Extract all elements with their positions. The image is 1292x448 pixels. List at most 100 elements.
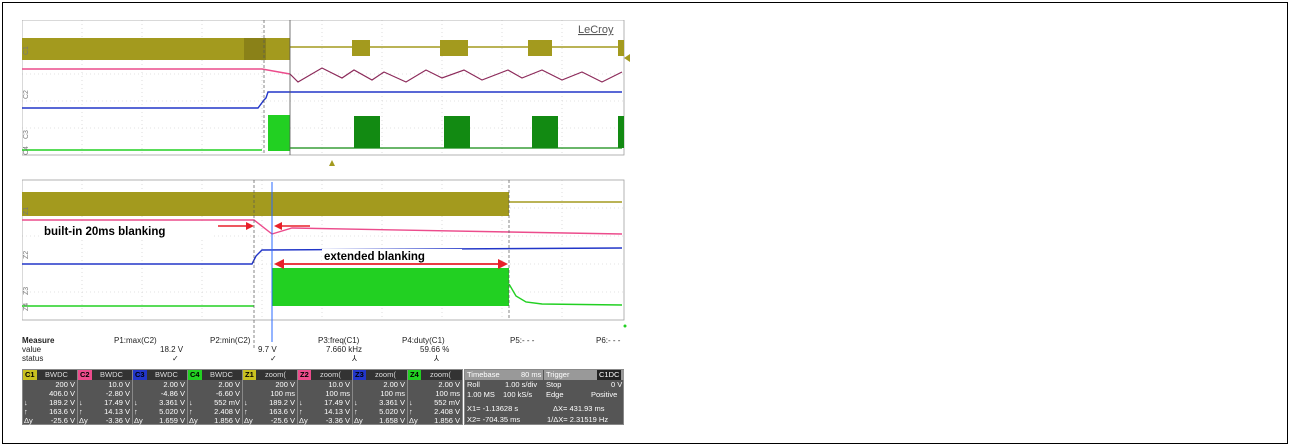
timebase-rate: 100 kS/s xyxy=(503,390,533,399)
channel-tag: Z4 xyxy=(408,370,421,380)
channel-row-prefix: Δy xyxy=(134,416,143,425)
status-ok-icon-1: ✓ xyxy=(172,354,179,363)
measure-col-3[interactable]: P3:freq(C1) xyxy=(318,336,360,345)
channel-row-value: -6.60 V xyxy=(215,389,240,398)
channel-tag: Z2 xyxy=(298,370,311,380)
channel-row-value: 163.6 V xyxy=(269,407,295,416)
channel-tag: C4 xyxy=(188,370,202,380)
channel-row-value: -2.80 V xyxy=(105,389,130,398)
measure-label: Measure xyxy=(22,336,55,345)
trigger-type: Edge xyxy=(546,390,564,399)
channel-row-value: 2.408 V xyxy=(434,407,460,416)
channel-box-c3[interactable]: C3 BWDC 2.00 V -4.86 V ↓ 3.361 V ↑ 5.020 V Δy 1.6… xyxy=(132,369,188,425)
channel-row-value: 14.13 V xyxy=(104,407,130,416)
channel-row-value: 2.00 V xyxy=(383,380,405,389)
measure-status-row: status ✓ ✓ ⅄ ⅄ xyxy=(22,354,630,364)
channel-row-value: 1.658 V xyxy=(379,416,405,425)
channel-row-value: 1.856 V xyxy=(214,416,240,425)
channel-badge: BWDC xyxy=(45,370,68,379)
channel-box-c1[interactable]: C1 BWDC 200 V 406.0 V ↓ 189.2 V ↑ 163.6 V Δy -25.… xyxy=(22,369,78,425)
timebase-title[interactable]: Timebase xyxy=(465,370,543,380)
extended-blanking-label: extended blanking xyxy=(324,251,425,263)
channel-row-prefix: ↑ xyxy=(244,407,248,416)
value-label: value xyxy=(22,345,42,354)
trigger-title[interactable]: Trigger xyxy=(544,370,624,380)
channel-row-value: 552 mV xyxy=(214,398,240,407)
channel-row-prefix: Δy xyxy=(244,416,253,425)
channel-row-value: 3.361 V xyxy=(159,398,185,407)
channel-box-header: Z2 zoom( xyxy=(298,370,352,380)
channel-box-c4[interactable]: C4 BWDC 2.00 V -6.60 V ↓ 552 mV ↑ 2.408 V Δy 1.85… xyxy=(187,369,243,425)
top-grid-border xyxy=(22,20,625,156)
channel-row-value: 2.00 V xyxy=(218,380,240,389)
channel-box-z2[interactable]: Z2 zoom(10.0 V 100 ms ↓ 17.49 V ↑ 14.13 V Δy -3.… xyxy=(297,369,353,425)
channel-row-value: -4.86 V xyxy=(160,389,185,398)
cursor-x2-readout: X2= -704.35 ms xyxy=(467,415,521,424)
timebase-trigger-panel[interactable]: Timebase 80 ms Roll 1.00 s/div 1.00 MS 1… xyxy=(464,369,624,425)
channel-row-prefix: ↓ xyxy=(24,398,28,407)
channel-row-prefix: ↑ xyxy=(134,407,138,416)
trace-z4 xyxy=(22,268,623,307)
channel-row-prefix: ↑ xyxy=(79,407,83,416)
channel-box-z4[interactable]: Z4 zoom(2.00 V 100 ms ↓ 552 mV ↑ 2.408 V Δy 1.85… xyxy=(407,369,463,425)
channel-tag: C2 xyxy=(78,370,92,380)
channel-row-prefix: Δy xyxy=(24,416,33,425)
top-trace-labels: C1 C2 C3 C4 xyxy=(23,46,30,155)
trace-label-z1: Z1 xyxy=(23,207,30,215)
channel-row-value: 17.49 V xyxy=(324,398,350,407)
channel-badge: BWDC xyxy=(210,370,233,379)
extended-blanking-annotation: extended blanking xyxy=(274,249,508,269)
channel-row-value: 100 ms xyxy=(325,389,350,398)
builtin-blanking-annotation: built-in 20ms blanking xyxy=(40,222,310,239)
channel-row-value: 5.020 V xyxy=(379,407,405,416)
channel-row-prefix: ↑ xyxy=(24,407,28,416)
channel-row-value: 2.408 V xyxy=(214,407,240,416)
channel-box-header: Z4 zoom( xyxy=(408,370,462,380)
trace-c3-top xyxy=(22,91,622,109)
channel-tag: Z1 xyxy=(243,370,256,380)
channel-row-value: 406.0 V xyxy=(49,389,75,398)
channel-badge: zoom( xyxy=(430,370,451,379)
measure-value-3: 7.660 kHz xyxy=(326,345,363,354)
trace-label-c1: C1 xyxy=(23,46,30,55)
channel-box-z3[interactable]: Z3 zoom(2.00 V 100 ms ↓ 3.361 V ↑ 5.020 V Δy 1.6… xyxy=(352,369,408,425)
channel-row-value: -25.6 V xyxy=(270,416,295,425)
measure-col-6[interactable]: P6:- - - xyxy=(596,336,621,345)
measure-value-1: 18.2 V xyxy=(160,345,184,354)
channel-box-header: Z1 zoom( xyxy=(243,370,297,380)
channel-row-prefix: ↑ xyxy=(299,407,303,416)
channel-row-value: 2.00 V xyxy=(438,380,460,389)
measure-col-2[interactable]: P2:min(C2) xyxy=(210,336,251,345)
measure-col-4[interactable]: P4:duty(C1) xyxy=(402,336,445,345)
channel-row-value: 100 ms xyxy=(270,389,295,398)
channel-box-z1[interactable]: Z1 zoom(200 V 100 ms ↓ 189.2 V ↑ 163.6 V Δy -25.… xyxy=(242,369,298,425)
channel-row-value: 189.2 V xyxy=(269,398,295,407)
channel-box-header: C4 BWDC xyxy=(188,370,242,380)
channel-row-value: 189.2 V xyxy=(49,398,75,407)
channel-box-header: Z3 zoom( xyxy=(353,370,407,380)
measure-col-5[interactable]: P5:- - - xyxy=(510,336,535,345)
channel-row-prefix: ↓ xyxy=(244,398,248,407)
measure-col-1[interactable]: P1:max(C2) xyxy=(114,336,157,345)
timebase-sdiv: 1.00 s/div xyxy=(505,380,538,389)
builtin-blanking-label: built-in 20ms blanking xyxy=(44,226,165,238)
channel-row-value: 1.659 V xyxy=(159,416,185,425)
zoom-trace-labels: Z1 Z2 Z3 Z4 xyxy=(23,207,30,311)
trigger-marker-right xyxy=(624,54,630,62)
channel-row-value: 200 V xyxy=(55,380,75,389)
channel-row-value: -3.36 V xyxy=(325,416,350,425)
trace-label-c2: C2 xyxy=(23,90,30,99)
channel-row-prefix: ↓ xyxy=(79,398,83,407)
channel-box-c2[interactable]: C2 BWDC 10.0 V -2.80 V ↓ 17.49 V ↑ 14.13 V Δy -3.… xyxy=(77,369,133,425)
channel-box-header: C3 BWDC xyxy=(133,370,187,380)
trigger-marker-bottom xyxy=(329,160,335,166)
channel-badge: BWDC xyxy=(155,370,178,379)
channel-row-value: 3.361 V xyxy=(379,398,405,407)
channel-row-value: 2.00 V xyxy=(163,380,185,389)
channel-tag: C1 xyxy=(23,370,37,380)
channel-row-prefix: ↓ xyxy=(354,398,358,407)
channel-row-prefix: Δy xyxy=(299,416,308,425)
trigger-level: 0 V xyxy=(611,380,623,389)
trace-z1 xyxy=(22,192,622,216)
trace-label-z4: Z4 xyxy=(23,303,30,311)
